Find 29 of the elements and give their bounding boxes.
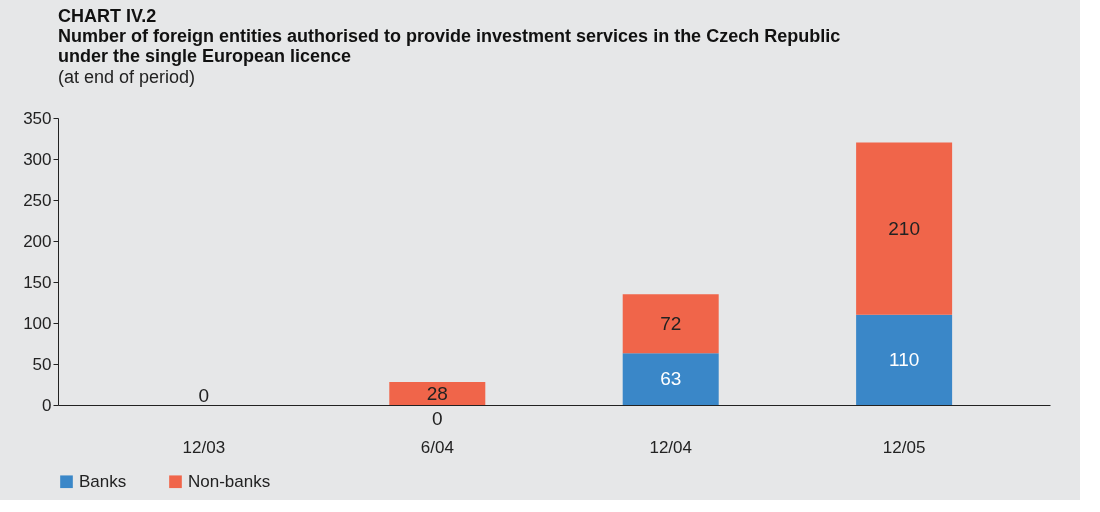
data-label: 210 [888, 217, 920, 239]
y-tick-label: 300 [23, 149, 52, 169]
legend-label: Banks [79, 471, 127, 491]
bar [856, 314, 953, 405]
data-label: 63 [660, 368, 682, 390]
data-label: 110 [888, 348, 920, 370]
x-tick-label: 12/03 [182, 437, 226, 457]
y-tick-label: 250 [23, 190, 52, 210]
y-tick-label: 50 [32, 354, 52, 374]
bar [622, 353, 719, 405]
y-tick-label: 200 [23, 231, 52, 251]
x-tick-label: 6/04 [420, 437, 454, 457]
chart-subtitle: (at end of period) [58, 67, 196, 87]
y-tick-label: 150 [23, 272, 52, 292]
y-tick-label: 100 [23, 313, 52, 333]
x-tick-label: 12/05 [882, 437, 926, 457]
bar [856, 142, 953, 315]
data-label: 0 [198, 385, 210, 406]
data-label: 28 [426, 382, 448, 404]
text: CHART IV.2 [58, 6, 157, 26]
chart-title: Number of foreign entities authorised to provide investment services in the Czech Republic under the single European licence [58, 26, 841, 66]
bar [622, 294, 719, 354]
y-tick-label: 0 [42, 395, 52, 415]
x-tick-label: 12/04 [649, 437, 692, 457]
bar [389, 382, 486, 405]
data-label: 72 [660, 312, 682, 334]
data-label: 0 [432, 408, 443, 429]
legend-label: Non-banks [188, 471, 271, 491]
y-tick-label: 350 [23, 108, 52, 128]
